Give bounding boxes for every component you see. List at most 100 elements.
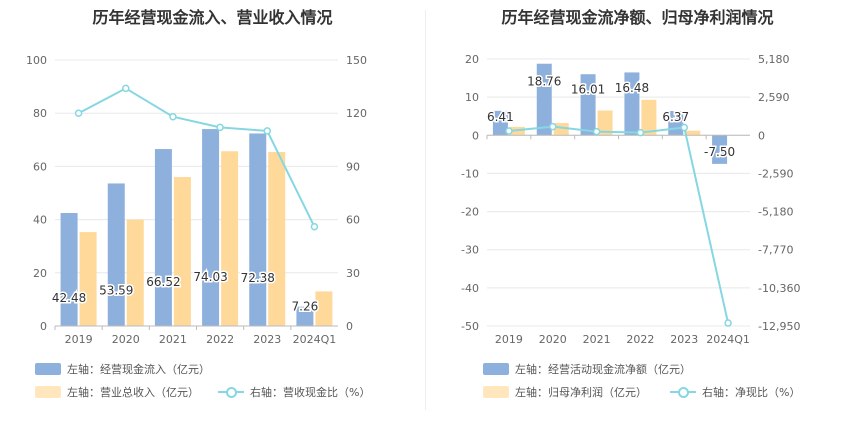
right-tick-label: -2,590 (758, 167, 793, 180)
bar-2020-series0 (536, 63, 552, 136)
ratio-point-2021 (169, 112, 177, 121)
left-legend-item-ratio[interactable]: 右轴：营收现金比（%） (218, 384, 370, 400)
left-tick-label: 20 (33, 267, 47, 280)
x-tick-label: 2023 (670, 333, 698, 346)
bar-label-2024Q1: 7.26 (292, 300, 319, 314)
right-legend-item-netprofit[interactable]: 左轴：归母净利润（亿元） (483, 384, 647, 400)
right-legend-item-ratio[interactable]: 右轴：净现比（%） (670, 384, 800, 400)
right-chart-plot: -50 -40 -30 -20 -10 0 10 20 -12,950 -10,360 -7,770… (461, 53, 800, 346)
ratio-point-2024Q1 (310, 222, 319, 231)
bar-label-2019: 6.41 (487, 110, 514, 124)
left-tick-label: -40 (461, 282, 479, 295)
bar-2024Q1-series1 (315, 291, 333, 326)
ratio-point-2019 (505, 127, 513, 135)
x-tick-label: 2021 (583, 333, 611, 346)
left-legend-item-inflow[interactable]: 左轴：经营现金流入（亿元） (35, 361, 210, 377)
x-tick-label: 2019 (495, 333, 523, 346)
bar-2021-series1 (597, 110, 613, 136)
left-chart-title: 历年经营现金流入、营业收入情况 (92, 8, 333, 27)
bar-2020-series1 (126, 219, 144, 326)
x-tick-label: 2021 (159, 333, 187, 346)
ratio-point-2022 (216, 123, 224, 132)
left-tick-label: -50 (461, 320, 479, 333)
right-tick-label: -10,360 (758, 282, 800, 295)
right-tick-label: 0 (758, 129, 765, 142)
bar-2020-series1 (553, 123, 569, 136)
left-tick-label: 60 (33, 160, 47, 173)
left-chart-plot: 0 20 40 60 80 100 0 30 60 90 120 150 2019 2020 2021 202… (26, 54, 367, 346)
left-legend-item-revenue[interactable]: 左轴：营业总收入（亿元） (35, 384, 199, 400)
ratio-point-2024Q1 (724, 319, 732, 327)
right-tick-label: 30 (346, 267, 360, 280)
right-tick-label: 5,180 (758, 53, 790, 66)
right-tick-label: 90 (346, 160, 360, 173)
legend-swatch-blue (35, 363, 61, 375)
bar-2022-series1 (641, 99, 657, 136)
bar-2021-series0 (580, 74, 596, 136)
ratio-point-2021 (592, 127, 601, 136)
right-tick-label: 2,590 (758, 91, 790, 104)
bar-label-2021: 16.01 (571, 82, 605, 96)
bar-2019-series1 (79, 232, 97, 326)
ratio-line (78, 87, 316, 228)
bar-label-2023: 72.38 (241, 271, 275, 285)
bar-label-2020: 53.59 (99, 283, 133, 297)
bar-2020-series0 (107, 183, 125, 326)
x-tick-label: 2024Q1 (293, 333, 337, 346)
right-tick-label: -5,180 (758, 206, 793, 219)
left-chart-panel: 历年经营现金流入、营业收入情况 0 20 40 60 80 100 0 30 60 90 120 15… (26, 8, 370, 400)
ratio-point-2020 (549, 122, 557, 131)
x-tick-label: 2023 (253, 333, 281, 346)
bar-2019-series0 (492, 110, 508, 136)
x-tick-label: 2022 (206, 333, 234, 346)
left-tick-label: 10 (465, 91, 479, 104)
left-tick-label: -20 (461, 206, 479, 219)
x-tick-label: 2022 (626, 333, 654, 346)
legend-swatch-yellow (35, 386, 61, 398)
ratio-point-2023 (263, 127, 271, 135)
bar-label-2022: 16.48 (615, 81, 649, 95)
left-tick-label: -30 (461, 244, 479, 257)
left-tick-label: 100 (26, 54, 47, 67)
bar-label-2022: 74.03 (193, 270, 227, 284)
x-tick-label: 2019 (65, 333, 93, 346)
right-tick-label: -7,770 (758, 244, 793, 257)
bar-2022-series0 (202, 129, 220, 326)
left-tick-label: 20 (465, 53, 479, 66)
right-chart-title: 历年经营现金流净额、归母净利润情况 (501, 8, 774, 27)
bar-2021-series1 (173, 177, 191, 326)
bar-2023-series0 (249, 133, 267, 326)
legend-swatch-yellow (483, 386, 509, 398)
left-tick-label: 0 (40, 320, 47, 333)
bar-2024Q1-series0 (296, 306, 314, 326)
ratio-point-2022 (636, 128, 645, 137)
ratio-point-2023 (680, 123, 688, 132)
left-tick-label: 80 (33, 107, 47, 120)
panel-divider (425, 10, 426, 410)
legend-line-icon (670, 386, 696, 398)
ratio-point-2019 (74, 109, 83, 117)
bar-label-2023: 6.37 (662, 110, 689, 124)
bar-2019-series0 (60, 213, 78, 326)
bar-2023-series1 (268, 152, 286, 326)
bar-2024Q1-series0 (712, 135, 728, 164)
bar-2022-series0 (624, 72, 640, 136)
x-tick-label: 2020 (539, 333, 567, 346)
right-tick-label: 120 (346, 107, 367, 120)
x-tick-label: 2020 (112, 333, 140, 346)
bar-2022-series1 (221, 151, 239, 326)
left-tick-label: -10 (461, 167, 479, 180)
bar-label-2019: 42.48 (52, 291, 86, 305)
ratio-line (508, 125, 730, 324)
bar-label-2021: 66.52 (146, 275, 180, 289)
legend-line-icon (218, 386, 244, 398)
bar-label-2020: 18.76 (527, 75, 561, 89)
bar-2023-series1 (685, 130, 701, 136)
left-tick-label: 0 (472, 129, 479, 142)
right-tick-label: 0 (346, 320, 353, 333)
bar-2021-series0 (154, 149, 172, 326)
right-chart-panel: 历年经营现金流净额、归母净利润情况 -50 -40 -30 -20 -10 0 10 20 -1… (425, 0, 850, 437)
right-tick-label: 60 (346, 214, 360, 227)
right-legend-item-netcash[interactable]: 左轴：经营活动现金流净额（亿元） (483, 361, 691, 377)
right-tick-label: 150 (346, 54, 367, 67)
